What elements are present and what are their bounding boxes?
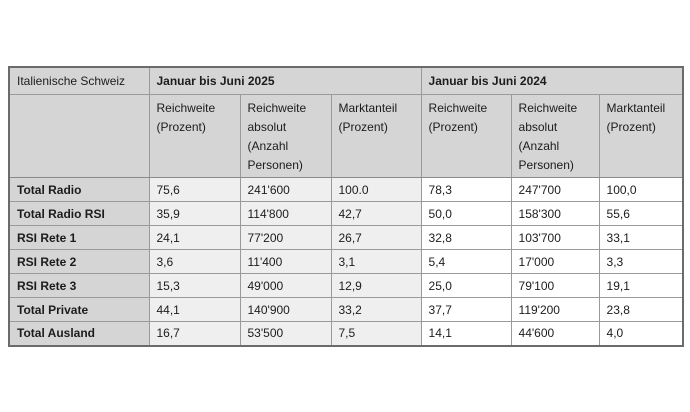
- sub-header-reichweite-prozent-2025: Reichweite (Prozent): [148, 94, 241, 178]
- row-label: RSI Rete 2: [8, 249, 150, 274]
- data-cell: 11'400: [239, 249, 332, 274]
- data-cell: 78,3: [420, 177, 512, 202]
- data-cell: 12,9: [330, 273, 422, 298]
- data-cell: 114'800: [239, 201, 332, 226]
- data-cell: 16,7: [148, 321, 241, 346]
- radio-audience-table: Italienische Schweiz Januar bis Juni 202…: [8, 66, 685, 347]
- sub-header-reichweite-absolut-2024: Reichweite absolut (Anzahl Personen): [510, 94, 600, 178]
- data-cell: 35,9: [148, 201, 241, 226]
- data-cell: 15,3: [148, 273, 241, 298]
- data-cell: 241'600: [239, 177, 332, 202]
- data-cell: 25,0: [420, 273, 512, 298]
- sub-header-reichweite-absolut-2025: Reichweite absolut (Anzahl Personen): [239, 94, 332, 178]
- table-row-total-ausland: Total Ausland 16,7 53'500 7,5 14,1 44'60…: [8, 321, 684, 346]
- year-header-row: Italienische Schweiz Januar bis Juni 202…: [8, 66, 684, 95]
- data-cell: 50,0: [420, 201, 512, 226]
- col-group-2025: Januar bis Juni 2025: [148, 66, 422, 95]
- table-row-rsi-rete-3: RSI Rete 3 15,3 49'000 12,9 25,0 79'100 …: [8, 273, 684, 298]
- row-label: Total Ausland: [8, 321, 150, 346]
- data-cell: 3,3: [598, 249, 684, 274]
- data-cell: 100.0: [330, 177, 422, 202]
- data-cell: 24,1: [148, 225, 241, 250]
- data-cell: 5,4: [420, 249, 512, 274]
- data-cell: 26,7: [330, 225, 422, 250]
- data-cell: 158'300: [510, 201, 600, 226]
- sub-header-marktanteil-2024: Marktanteil (Prozent): [598, 94, 684, 178]
- data-cell: 7,5: [330, 321, 422, 346]
- table-row-rsi-rete-2: RSI Rete 2 3,6 11'400 3,1 5,4 17'000 3,3: [8, 249, 684, 274]
- data-cell: 119'200: [510, 297, 600, 322]
- row-label: Total Private: [8, 297, 150, 322]
- table-row-total-radio: Total Radio 75,6 241'600 100.0 78,3 247'…: [8, 177, 684, 202]
- sub-header-reichweite-prozent-2024: Reichweite (Prozent): [420, 94, 512, 178]
- data-cell: 17'000: [510, 249, 600, 274]
- data-cell: 33,1: [598, 225, 684, 250]
- row-label: Total Radio RSI: [8, 201, 150, 226]
- data-cell: 103'700: [510, 225, 600, 250]
- table-row-rsi-rete-1: RSI Rete 1 24,1 77'200 26,7 32,8 103'700…: [8, 225, 684, 250]
- region-header-cell: Italienische Schweiz: [8, 66, 150, 95]
- data-cell: 77'200: [239, 225, 332, 250]
- data-cell: 32,8: [420, 225, 512, 250]
- col-group-2024: Januar bis Juni 2024: [420, 66, 684, 95]
- data-cell: 33,2: [330, 297, 422, 322]
- data-cell: 19,1: [598, 273, 684, 298]
- data-cell: 37,7: [420, 297, 512, 322]
- data-cell: 53'500: [239, 321, 332, 346]
- data-cell: 49'000: [239, 273, 332, 298]
- row-label: Total Radio: [8, 177, 150, 202]
- data-cell: 3,1: [330, 249, 422, 274]
- sub-header-row: Reichweite (Prozent) Reichweite absolut …: [8, 94, 684, 178]
- data-cell: 247'700: [510, 177, 600, 202]
- data-cell: 79'100: [510, 273, 600, 298]
- data-cell: 44'600: [510, 321, 600, 346]
- corner-empty-cell: [8, 94, 150, 178]
- sub-header-marktanteil-2025: Marktanteil (Prozent): [330, 94, 422, 178]
- row-label: RSI Rete 3: [8, 273, 150, 298]
- data-cell: 14,1: [420, 321, 512, 346]
- data-cell: 3,6: [148, 249, 241, 274]
- data-cell: 55,6: [598, 201, 684, 226]
- data-cell: 4,0: [598, 321, 684, 346]
- data-cell: 44,1: [148, 297, 241, 322]
- data-cell: 23,8: [598, 297, 684, 322]
- table-row-total-radio-rsi: Total Radio RSI 35,9 114'800 42,7 50,0 1…: [8, 201, 684, 226]
- data-cell: 75,6: [148, 177, 241, 202]
- row-label: RSI Rete 1: [8, 225, 150, 250]
- data-cell: 140'900: [239, 297, 332, 322]
- data-cell: 42,7: [330, 201, 422, 226]
- data-cell: 100,0: [598, 177, 684, 202]
- table-row-total-private: Total Private 44,1 140'900 33,2 37,7 119…: [8, 297, 684, 322]
